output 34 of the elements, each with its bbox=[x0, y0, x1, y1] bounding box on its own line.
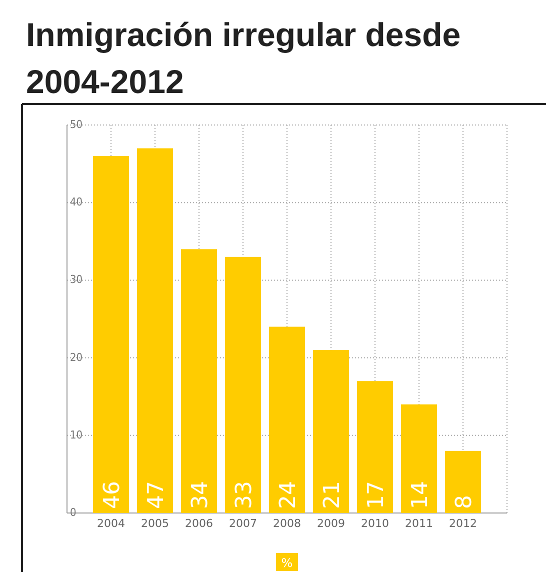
x-tick-label: 2005 bbox=[141, 517, 169, 530]
data-label: 33 bbox=[232, 481, 257, 509]
chart-title: Inmigración irregular desde 2004-2012 bbox=[26, 16, 461, 100]
data-label: 17 bbox=[364, 481, 389, 509]
bar bbox=[400, 404, 438, 513]
y-tick-label: 20 bbox=[70, 350, 83, 364]
y-tick-label: 30 bbox=[70, 273, 83, 286]
text: % bbox=[281, 556, 293, 570]
bar bbox=[444, 450, 482, 513]
bar bbox=[356, 381, 394, 513]
bar bbox=[180, 249, 218, 513]
bar bbox=[268, 326, 306, 513]
x-tick-label: 2010 bbox=[361, 517, 389, 530]
data-label: 47 bbox=[144, 481, 169, 509]
x-tick-label: 2011 bbox=[405, 517, 433, 530]
data-label: 21 bbox=[320, 481, 345, 509]
data-label: 24 bbox=[276, 481, 301, 509]
data-label: 46 bbox=[100, 481, 125, 509]
x-tick-label: 2006 bbox=[185, 517, 213, 530]
y-tick-label: 10 bbox=[70, 428, 83, 442]
x-tick-label: 2004 bbox=[97, 517, 125, 530]
data-label: 14 bbox=[408, 481, 433, 509]
x-tick-label: 2007 bbox=[229, 517, 257, 530]
data-label: 34 bbox=[188, 481, 213, 509]
bar bbox=[92, 156, 130, 513]
x-tick-label: 2008 bbox=[273, 517, 301, 530]
bar bbox=[136, 148, 174, 513]
y-tick-label: 50 bbox=[70, 118, 83, 132]
data-label: 8 bbox=[452, 495, 477, 509]
bar bbox=[312, 350, 350, 513]
x-tick-label: 2009 bbox=[317, 517, 345, 530]
x-tick-label: 2012 bbox=[449, 517, 477, 530]
bar bbox=[224, 256, 262, 513]
y-tick-label: 40 bbox=[70, 196, 83, 209]
